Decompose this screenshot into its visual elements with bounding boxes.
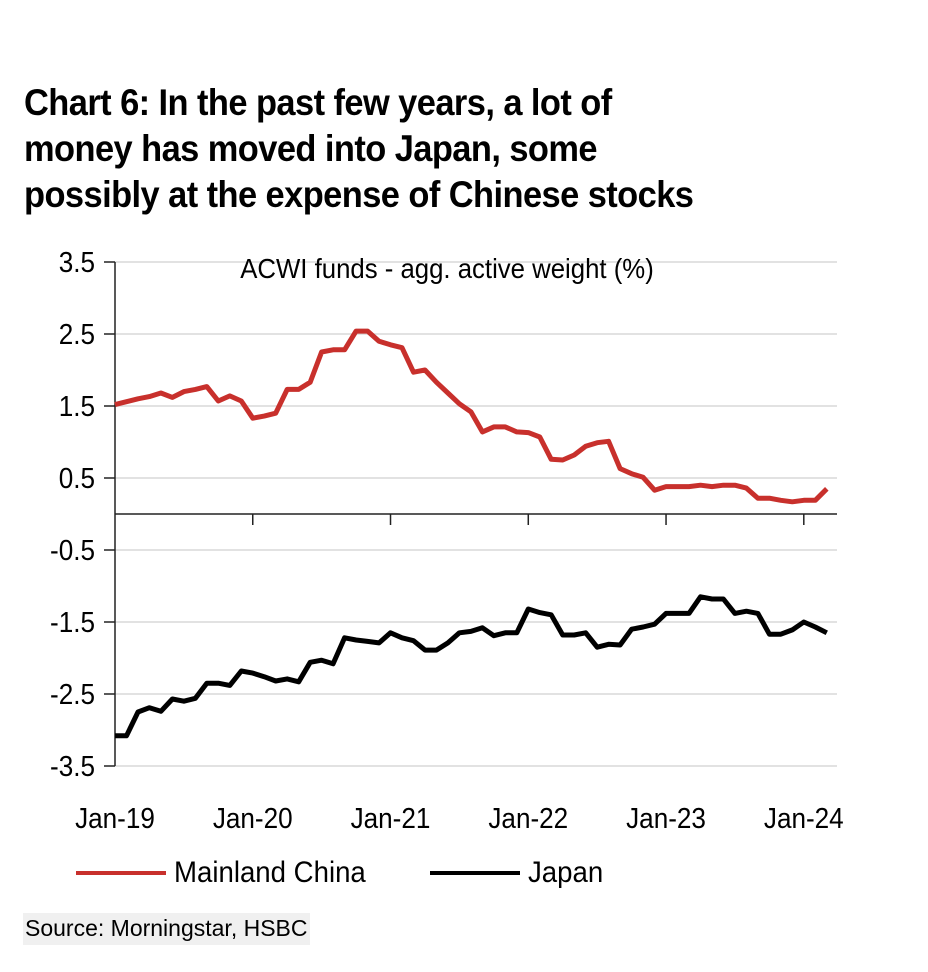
x-axis: Jan-19 Jan-20 Jan-21 Jan-22 Jan-23 Jan-24 [75,513,844,835]
legend-label-mainland-china: Mainland China [174,856,366,889]
gridlines [115,261,837,767]
y-tick-label: -2.5 [50,678,95,711]
source-note: Source: Morningstar, HSBC [23,913,310,945]
legend: Mainland China Japan [76,848,658,898]
series-line-japan [115,594,828,739]
x-tick-label: Jan-19 [75,802,155,835]
y-tick-label: -3.5 [50,750,95,783]
x-tick-label: Jan-20 [213,802,293,835]
legend-label-japan: Japan [528,856,604,889]
y-axis: 3.5 2.5 1.5 0.5 -0.5 -1.5 -2.5 -3.5 [50,246,116,783]
y-tick-label: 1.5 [59,390,95,423]
x-tick-label: Jan-21 [351,802,431,835]
legend-item-japan: Japan [430,856,610,890]
legend-swatch-japan [430,871,521,875]
series-lines [114,328,829,739]
chart-title-line-3: possibly at the expense of Chinese stock… [24,174,694,215]
y-tick-label: -0.5 [50,534,95,567]
y-tick-label: 3.5 [59,246,95,279]
chart-subtitle: ACWI funds - agg. active weight (%) [240,253,654,284]
y-tick-label: 2.5 [59,318,95,351]
legend-swatch-mainland-china [76,871,166,875]
x-tick-label: Jan-22 [488,802,568,835]
x-tick-label: Jan-24 [764,802,844,835]
chart-title-line-2: money has moved into Japan, some [24,128,598,169]
y-tick-label: -1.5 [50,606,95,639]
chart-title-line-1: Chart 6: In the past few years, a lot of [24,82,612,123]
series-line-mainland-china [114,328,829,505]
x-tick-label: Jan-23 [626,802,706,835]
chart-title: Chart 6: In the past few years, a lot of… [24,80,852,218]
y-tick-label: 0.5 [59,462,95,495]
legend-item-mainland-china: Mainland China [76,856,382,890]
